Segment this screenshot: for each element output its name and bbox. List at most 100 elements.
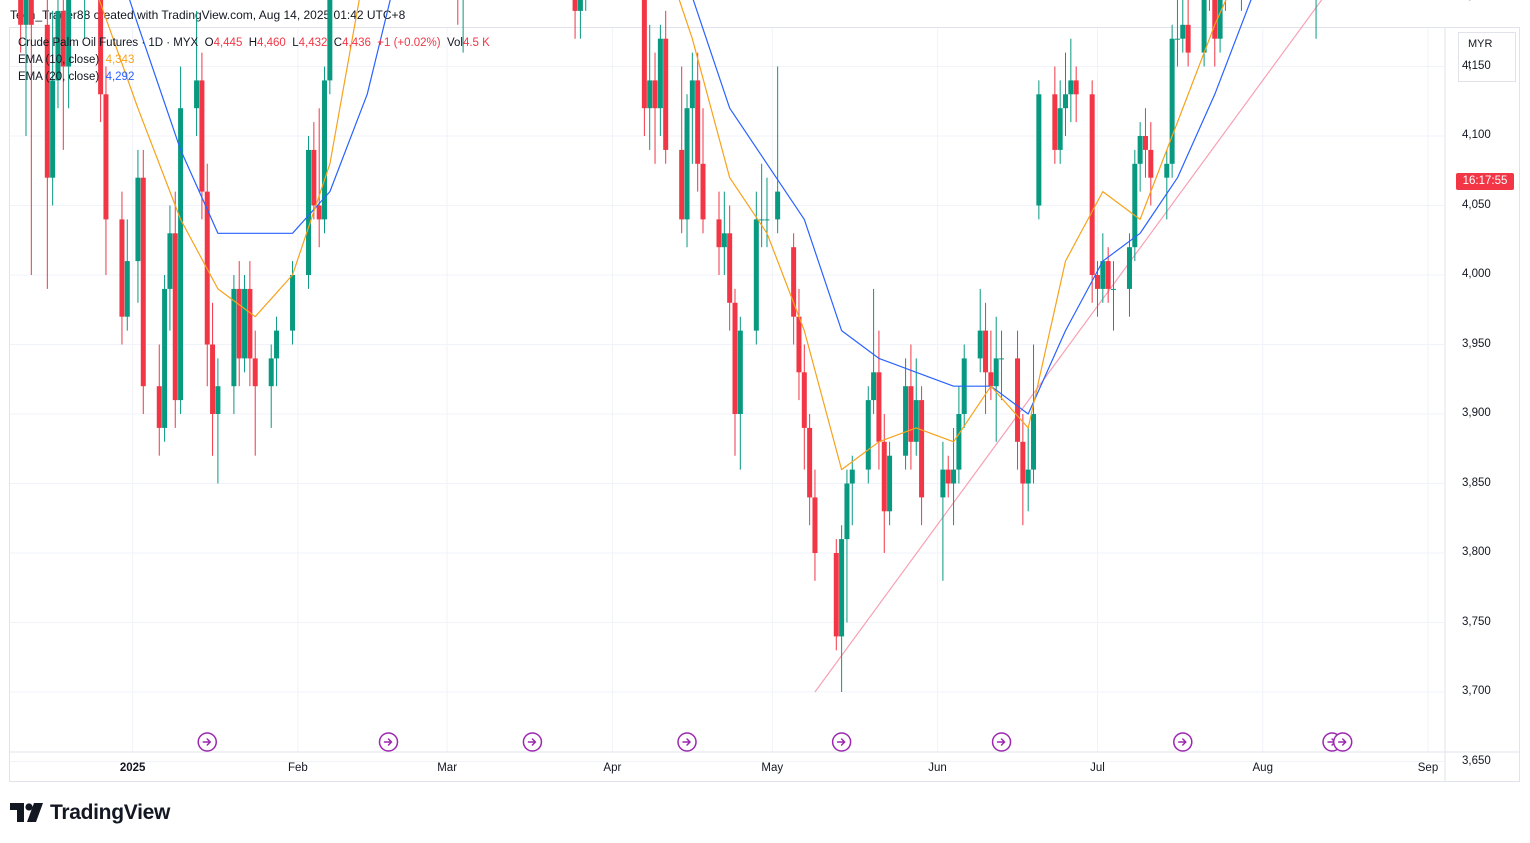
candle-body [18,0,24,25]
legend-ema10-value: 4,343 [105,54,135,66]
candle-body [322,80,328,220]
candle-body [1036,94,1042,206]
legend-ema10-row[interactable]: EMA (10, close) 4,343 [18,52,490,69]
legend-close-label: C [333,37,343,49]
price-tick-label: 3,900 [1462,407,1491,419]
candle-body [50,80,56,178]
candle-body [1052,94,1058,150]
candle-body [44,24,50,178]
candle-body [689,80,695,109]
candle-body [1025,469,1031,484]
candle-body [55,10,61,81]
time-tick-label: 2025 [119,762,146,774]
price-tick-label: 3,800 [1462,546,1491,558]
time-tick-label: Jul [1090,762,1105,774]
candle-body [274,330,280,359]
legend-ema20-row[interactable]: EMA (20, close) 4,292 [18,69,490,86]
price-tick-label: 3,850 [1462,476,1491,489]
candle-body [647,80,653,109]
candle-body [1180,24,1186,39]
chart-frame [9,27,1520,782]
candle-body [652,80,658,109]
price-tick-label: 3,750 [1462,615,1491,628]
candle-body [1137,136,1143,164]
candle-body [1015,358,1021,442]
candle-body [657,38,663,109]
candle-body [977,330,983,359]
candle-body [311,149,317,206]
candle-body [956,414,962,470]
candle-body [124,261,130,317]
event-arrow-icon [682,738,692,746]
candle-body [1068,80,1074,95]
candle-body [236,288,242,359]
legend-close-value: 4,436 [342,37,371,49]
event-arrow-icon [1178,738,1187,746]
candle-body [194,80,200,109]
candle-body [231,288,237,387]
candle-body [1169,38,1175,164]
candle-body [1063,94,1069,109]
time-tick-label: Mar [437,762,458,774]
ema20-line [129,0,1252,415]
candle-body [727,233,733,303]
candle-body [210,344,216,414]
candle-body [721,233,727,248]
legend-open-value: 4,445 [213,37,243,49]
event-arrow-icon [836,738,846,746]
candle-body [1057,108,1063,150]
candle-body [199,80,205,192]
candle-body [839,539,845,637]
currency-unit-selector[interactable]: MYR t [1458,32,1516,82]
candle-body [1073,80,1079,95]
time-tick-label: Sep [1417,762,1439,774]
candle-body [1110,288,1116,290]
candle-body [23,0,29,25]
legend-symbol[interactable]: Crude Palm Oil Futures · 1D · MYX [18,37,199,49]
candle-body [796,316,802,373]
legend-ema20-value: 4,292 [105,71,135,83]
legend-ohlc-row: Crude Palm Oil Futures · 1D · MYX O4,445… [18,35,490,52]
legend-high-label: H [248,37,258,49]
candle-body [1148,149,1154,178]
candle-body [812,497,818,553]
candle-body [764,219,770,221]
candle-body [951,469,957,484]
candle-body [156,386,162,428]
legend-ema10-label: EMA (10, close) [18,54,100,66]
legend-ema20-label: EMA (20, close) [18,71,100,83]
candle-body [913,400,919,442]
candle-body [684,108,690,220]
candle-body [753,219,759,331]
candle-body [252,358,258,387]
legend-volume-value: 4.5 K [462,37,490,49]
candle-body [641,0,647,109]
candle-body [167,233,173,289]
unit-label: t [1468,59,1472,71]
candle-body [700,163,706,220]
event-arrow-icon [527,738,537,746]
candle-body [1132,163,1138,248]
candle-body [1174,38,1180,40]
price-tick-label: 3,650 [1462,754,1491,767]
candle-body [1126,247,1132,289]
candle-body [242,288,248,359]
candle-body [940,469,946,498]
price-tick-label: 4,000 [1462,268,1491,280]
candle-body [945,469,951,484]
candle-body [908,386,914,442]
legend-open-label: O [204,37,214,49]
price-tick-label: 4,200 [1462,0,1491,2]
candle-body [162,288,168,428]
candle-body [849,469,855,484]
candle-body [98,0,104,95]
candle-body [983,330,989,373]
candle-body [887,455,893,512]
candle-body [119,219,125,317]
candle-body [268,358,274,387]
price-tick-label: 4,150 [1462,59,1491,72]
time-tick-label: Apr [603,762,622,774]
candle-body [791,247,797,317]
candle-body [716,219,722,248]
